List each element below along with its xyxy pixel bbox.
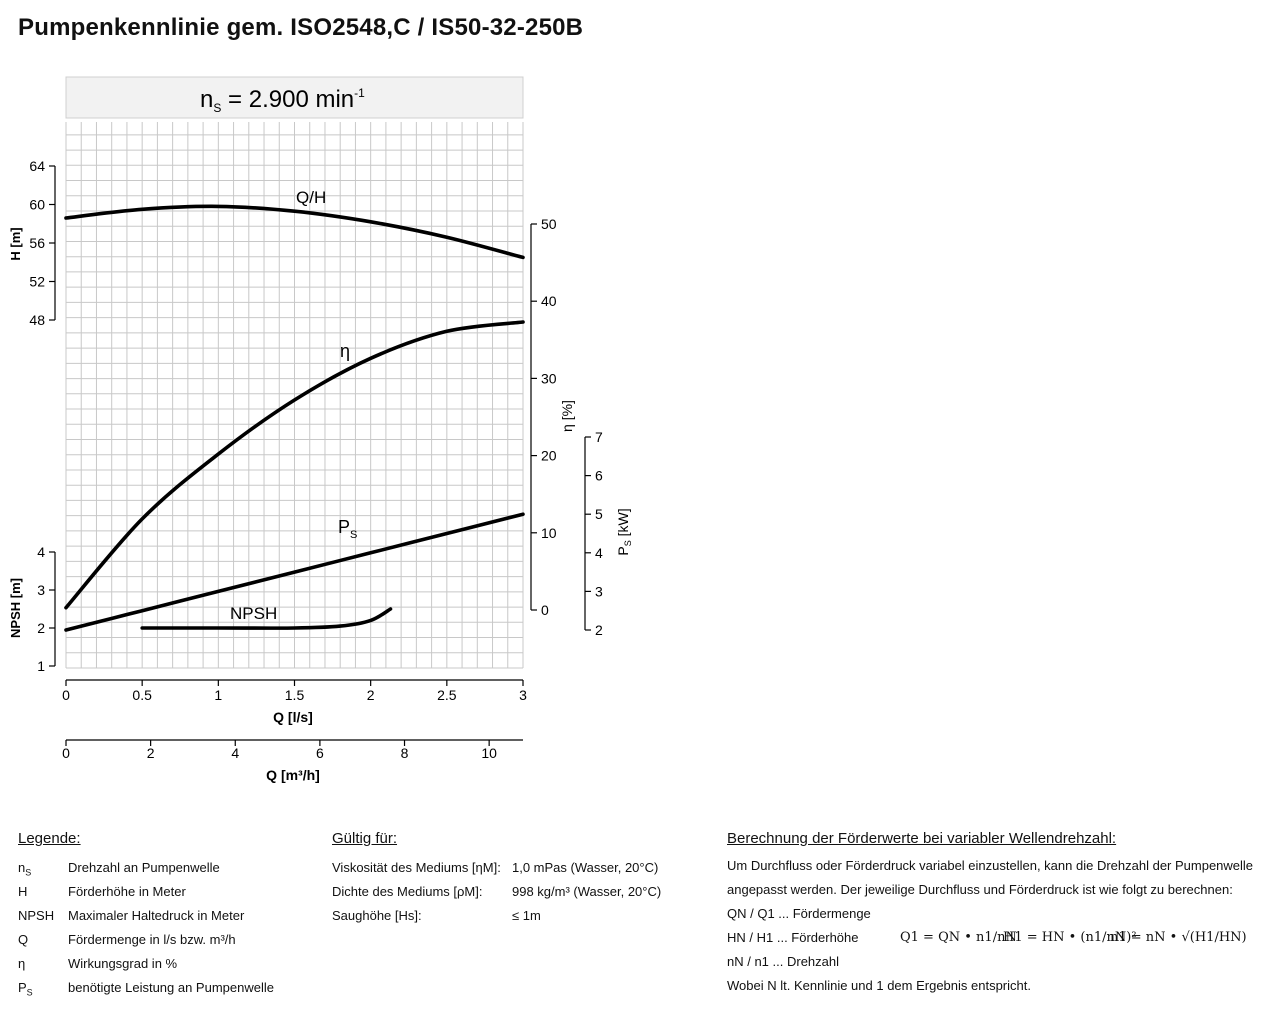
x2-axis-tick-label: 10 bbox=[481, 745, 497, 761]
pump-curve-chart: nS = 2.900 min-1 0 0.5 1 1.5 2 2.5 30 2 4 6 8 10485… bbox=[8, 76, 633, 783]
eta-axis-tick-label: 30 bbox=[541, 370, 557, 386]
axis-label-ps: PS [kW] bbox=[615, 508, 633, 555]
qh-curve bbox=[64, 204, 525, 260]
curve-label-qh: Q/H bbox=[296, 188, 326, 207]
h-axis-tick-label: 48 bbox=[29, 312, 45, 328]
valid-value: 998 kg/m³ (Wasser, 20°C) bbox=[512, 884, 662, 899]
ps-axis-tick-label: 6 bbox=[595, 468, 603, 484]
x-axis-tick-label: 2 bbox=[367, 687, 375, 703]
eta-axis-tick-label: 20 bbox=[541, 448, 557, 464]
x2-axis-tick-label: 0 bbox=[62, 745, 70, 761]
calc-text-1: Um Durchfluss oder Förderdruck variabel … bbox=[727, 858, 1254, 873]
curve-label-eta: η bbox=[340, 341, 350, 361]
npsh-curve bbox=[140, 607, 393, 630]
curve-label-ps: PS bbox=[338, 517, 357, 541]
legend-symbol: Q bbox=[18, 932, 29, 947]
valid-value: ≤ 1m bbox=[512, 908, 541, 923]
h-axis-tick-label: 60 bbox=[29, 197, 45, 213]
legend-description: Fördermenge in l/s bzw. m³/h bbox=[68, 932, 236, 947]
legend-symbol: H bbox=[18, 884, 28, 899]
legend-symbol: η bbox=[18, 956, 26, 971]
axis-label-q-ls: Q [l/s] bbox=[273, 709, 313, 725]
ps-axis-tick-label: 7 bbox=[595, 429, 603, 445]
valid-value: 1,0 mPas (Wasser, 20°C) bbox=[512, 860, 659, 875]
chart-axes: 0 0.5 1 1.5 2 2.5 30 2 4 6 8 1048525660641234010203… bbox=[29, 158, 603, 761]
valid-label: Saughöhe [Hs]: bbox=[332, 908, 422, 923]
legend-description: benötigte Leistung an Pumpenwelle bbox=[68, 980, 274, 995]
ps-axis-tick-label: 2 bbox=[595, 622, 603, 638]
x2-axis-tick-label: 4 bbox=[231, 745, 239, 761]
eta-curve bbox=[64, 320, 525, 610]
chart-curves bbox=[64, 204, 525, 632]
x-axis-tick-label: 1 bbox=[214, 687, 222, 703]
h-axis-tick-label: 52 bbox=[29, 274, 45, 290]
formula-h: H1 = HN • (n1/nN)² bbox=[1003, 930, 1137, 945]
x-axis-tick-label: 1.5 bbox=[285, 687, 305, 703]
formula-q: Q1 = QN • n1/nN bbox=[900, 930, 1017, 945]
legend-description: Drehzahl an Pumpenwelle bbox=[68, 860, 220, 875]
x2-axis-tick-label: 2 bbox=[147, 745, 155, 761]
legend-description: Wirkungsgrad in % bbox=[68, 956, 178, 971]
axis-label-eta: η [%] bbox=[559, 400, 575, 432]
eta-axis-tick-label: 0 bbox=[541, 602, 549, 618]
eta-axis-tick-label: 50 bbox=[541, 216, 557, 232]
x-axis-tick-label: 2.5 bbox=[437, 687, 457, 703]
npsh-axis-tick-label: 3 bbox=[37, 582, 45, 598]
calc-text-6: Wobei N lt. Kennlinie und 1 dem Ergebnis… bbox=[727, 978, 1031, 993]
x-axis-tick-label: 0 bbox=[62, 687, 70, 703]
ps-axis-tick-label: 3 bbox=[595, 583, 603, 599]
legend-symbol: nS bbox=[18, 860, 32, 878]
valid-heading: Gültig für: bbox=[332, 830, 398, 847]
axis-label-q-m3h: Q [m³/h] bbox=[266, 767, 320, 783]
ps-curve bbox=[64, 512, 525, 632]
chart-grid bbox=[65, 122, 524, 669]
legend-symbol: PS bbox=[18, 980, 33, 998]
calc-text-3: QN / Q1 ... Fördermenge bbox=[727, 906, 871, 921]
axis-label-h: H [m] bbox=[8, 227, 23, 260]
npsh-axis-tick-label: 2 bbox=[37, 620, 45, 636]
h-axis-tick-label: 56 bbox=[29, 235, 45, 251]
calc-text-4: HN / H1 ... Förderhöhe bbox=[727, 930, 859, 945]
eta-axis-tick-label: 10 bbox=[541, 525, 557, 541]
curve-label-npsh: NPSH bbox=[230, 604, 277, 623]
calc-text-5: nN / n1 ... Drehzahl bbox=[727, 954, 839, 969]
legend-symbol: NPSH bbox=[18, 908, 55, 923]
ps-axis-tick-label: 4 bbox=[595, 545, 603, 561]
h-axis-tick-label: 64 bbox=[29, 158, 45, 174]
x-axis-tick-label: 3 bbox=[519, 687, 527, 703]
legend-description: Förderhöhe in Meter bbox=[68, 884, 186, 899]
valid-label: Viskosität des Mediums [ηM]: bbox=[332, 860, 501, 875]
eta-axis-tick-label: 40 bbox=[541, 293, 557, 309]
x-axis-tick-label: 0.5 bbox=[132, 687, 152, 703]
ps-axis-tick-label: 5 bbox=[595, 506, 603, 522]
speed-box bbox=[65, 76, 524, 119]
x2-axis-tick-label: 6 bbox=[316, 745, 324, 761]
x2-axis-tick-label: 8 bbox=[401, 745, 409, 761]
npsh-axis-tick-label: 4 bbox=[37, 544, 45, 560]
speed-label: nS = 2.900 min-1 bbox=[200, 86, 365, 115]
page-title: Pumpenkennlinie gem. ISO2548,C / IS50-32… bbox=[18, 14, 584, 41]
axis-label-npsh: NPSH [m] bbox=[8, 578, 23, 638]
calc-text-2: angepasst werden. Der jeweilige Durchflu… bbox=[727, 882, 1233, 897]
legend-heading: Legende: bbox=[18, 830, 81, 847]
calc-heading: Berechnung der Förderwerte bei variabler… bbox=[727, 830, 1117, 847]
npsh-axis-tick-label: 1 bbox=[37, 658, 45, 674]
legend-description: Maximaler Haltedruck in Meter bbox=[68, 908, 245, 923]
formula-n: n1 = nN • √(H1/HN) bbox=[1110, 930, 1247, 945]
valid-label: Dichte des Mediums [ρM]: bbox=[332, 884, 483, 899]
